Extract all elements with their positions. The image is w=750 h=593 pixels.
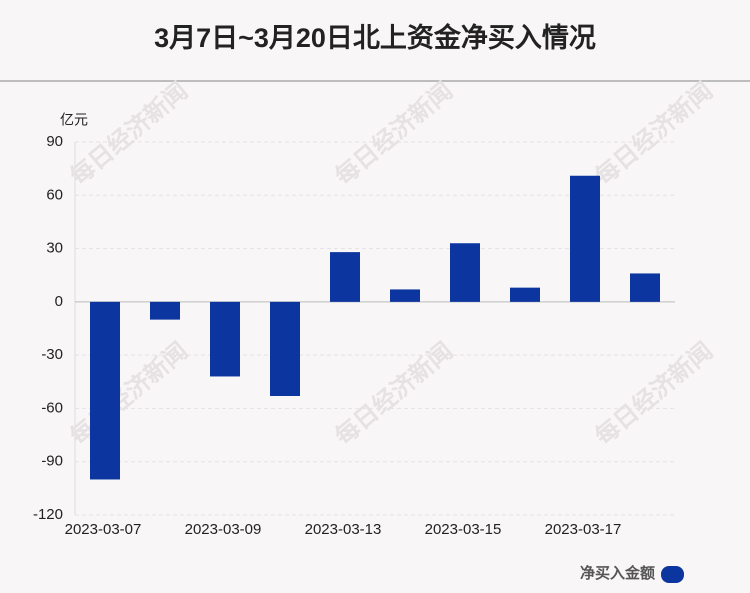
bar [510, 287, 540, 302]
legend-swatch [661, 566, 684, 583]
y-tick-label: -60 [41, 399, 63, 416]
bar [450, 243, 480, 302]
y-tick-label: 90 [46, 133, 63, 150]
y-tick-label: -90 [41, 453, 63, 470]
bar [270, 301, 300, 396]
bar [570, 175, 600, 302]
bar [390, 289, 420, 302]
y-tick-label: 60 [46, 186, 63, 203]
y-tick-label: -120 [33, 506, 63, 523]
bar [630, 273, 660, 302]
y-tick-label: 30 [46, 240, 63, 257]
x-tick-label: 2023-03-15 [425, 521, 502, 538]
bar [210, 301, 240, 377]
y-tick-label: -30 [41, 346, 63, 363]
bar [150, 301, 180, 320]
y-tick-label: 0 [55, 293, 63, 310]
y-axis-unit: 亿元 [60, 112, 88, 128]
legend-label: 净买入金额 [580, 564, 655, 582]
bar [90, 301, 120, 480]
x-tick-label: 2023-03-17 [545, 521, 622, 538]
chart-title: 3月7日~3月20日北上资金净买入情况 [154, 22, 596, 53]
bar [330, 252, 360, 302]
x-tick-label: 2023-03-09 [185, 521, 262, 538]
x-tick-label: 2023-03-13 [305, 521, 382, 538]
x-tick-label: 2023-03-07 [65, 521, 142, 538]
